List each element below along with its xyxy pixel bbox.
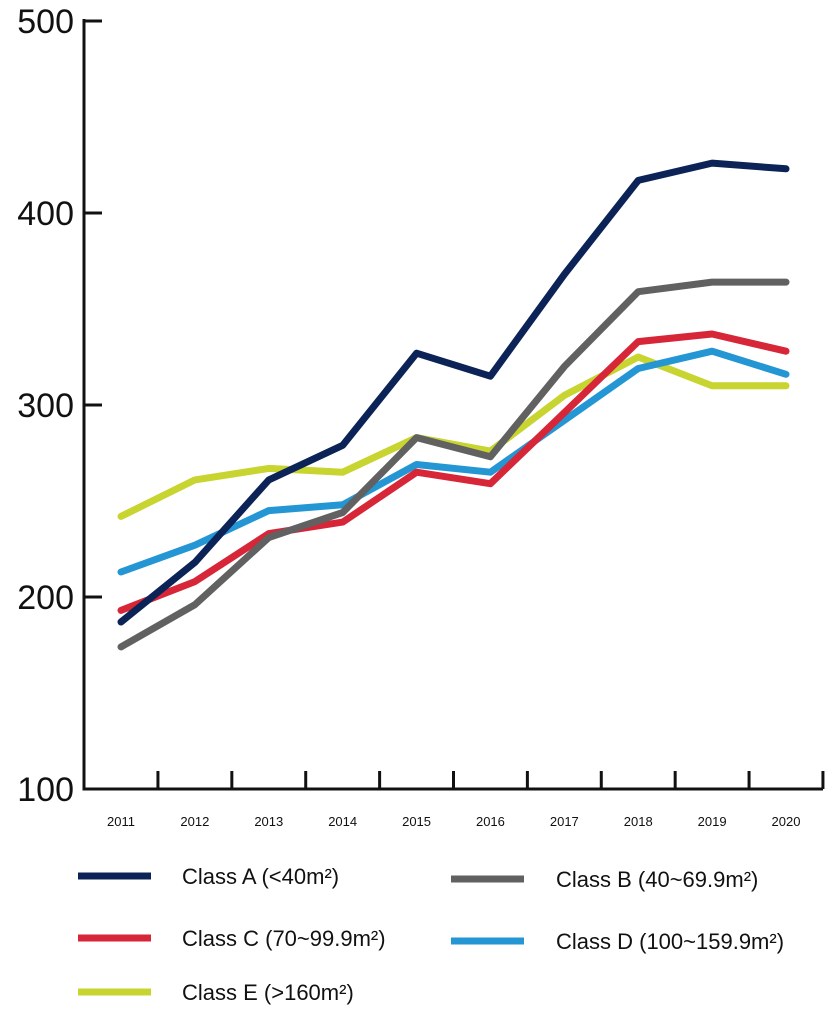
legend-label: Class E (>160m²) [182, 980, 354, 1005]
x-tick-label: 2015 [402, 814, 431, 829]
legend-entry: Class C (70~99.9m²) [78, 926, 386, 951]
legend-entry: Class D (100~159.9m²) [451, 929, 784, 954]
series-line-4 [117, 347, 790, 576]
legend-entry: Class B (40~69.9m²) [451, 867, 758, 892]
plot-area: 100 200 300 400 500 2011 2012 2013 2014 2015 2016 2… [17, 3, 825, 829]
x-tick-label: 2011 [107, 814, 135, 829]
y-tick-label: 400 [17, 195, 74, 233]
x-tick-label: 2016 [476, 814, 505, 829]
x-tick-label: 2017 [550, 814, 579, 829]
legend-entry: Class A (<40m²) [78, 864, 339, 889]
series-line-1 [117, 159, 790, 626]
legend-label: Class A (<40m²) [182, 864, 339, 889]
series-line-2 [117, 278, 790, 651]
y-tick-label: 500 [17, 3, 74, 41]
x-tick-label: 2020 [772, 814, 801, 829]
legend-label: Class C (70~99.9m²) [182, 926, 386, 951]
series-line-3 [117, 330, 790, 614]
y-tick-label: 300 [17, 387, 74, 425]
legend: Class A (<40m²) Class B (40~69.9m²) Class … [78, 864, 784, 1005]
legend-label: Class B (40~69.9m²) [556, 867, 758, 892]
x-tick-label: 2019 [698, 814, 727, 829]
legend-entry: Class E (>160m²) [78, 980, 354, 1005]
x-tick-label: 2014 [328, 814, 357, 829]
x-tick-label: 2018 [624, 814, 653, 829]
legend-label: Class D (100~159.9m²) [556, 929, 784, 954]
x-tick-label: 2013 [254, 814, 283, 829]
y-tick-label: 100 [17, 771, 74, 809]
x-tick-label: 2012 [180, 814, 209, 829]
y-tick-label: 200 [17, 579, 74, 617]
series-line-5 [117, 353, 790, 520]
